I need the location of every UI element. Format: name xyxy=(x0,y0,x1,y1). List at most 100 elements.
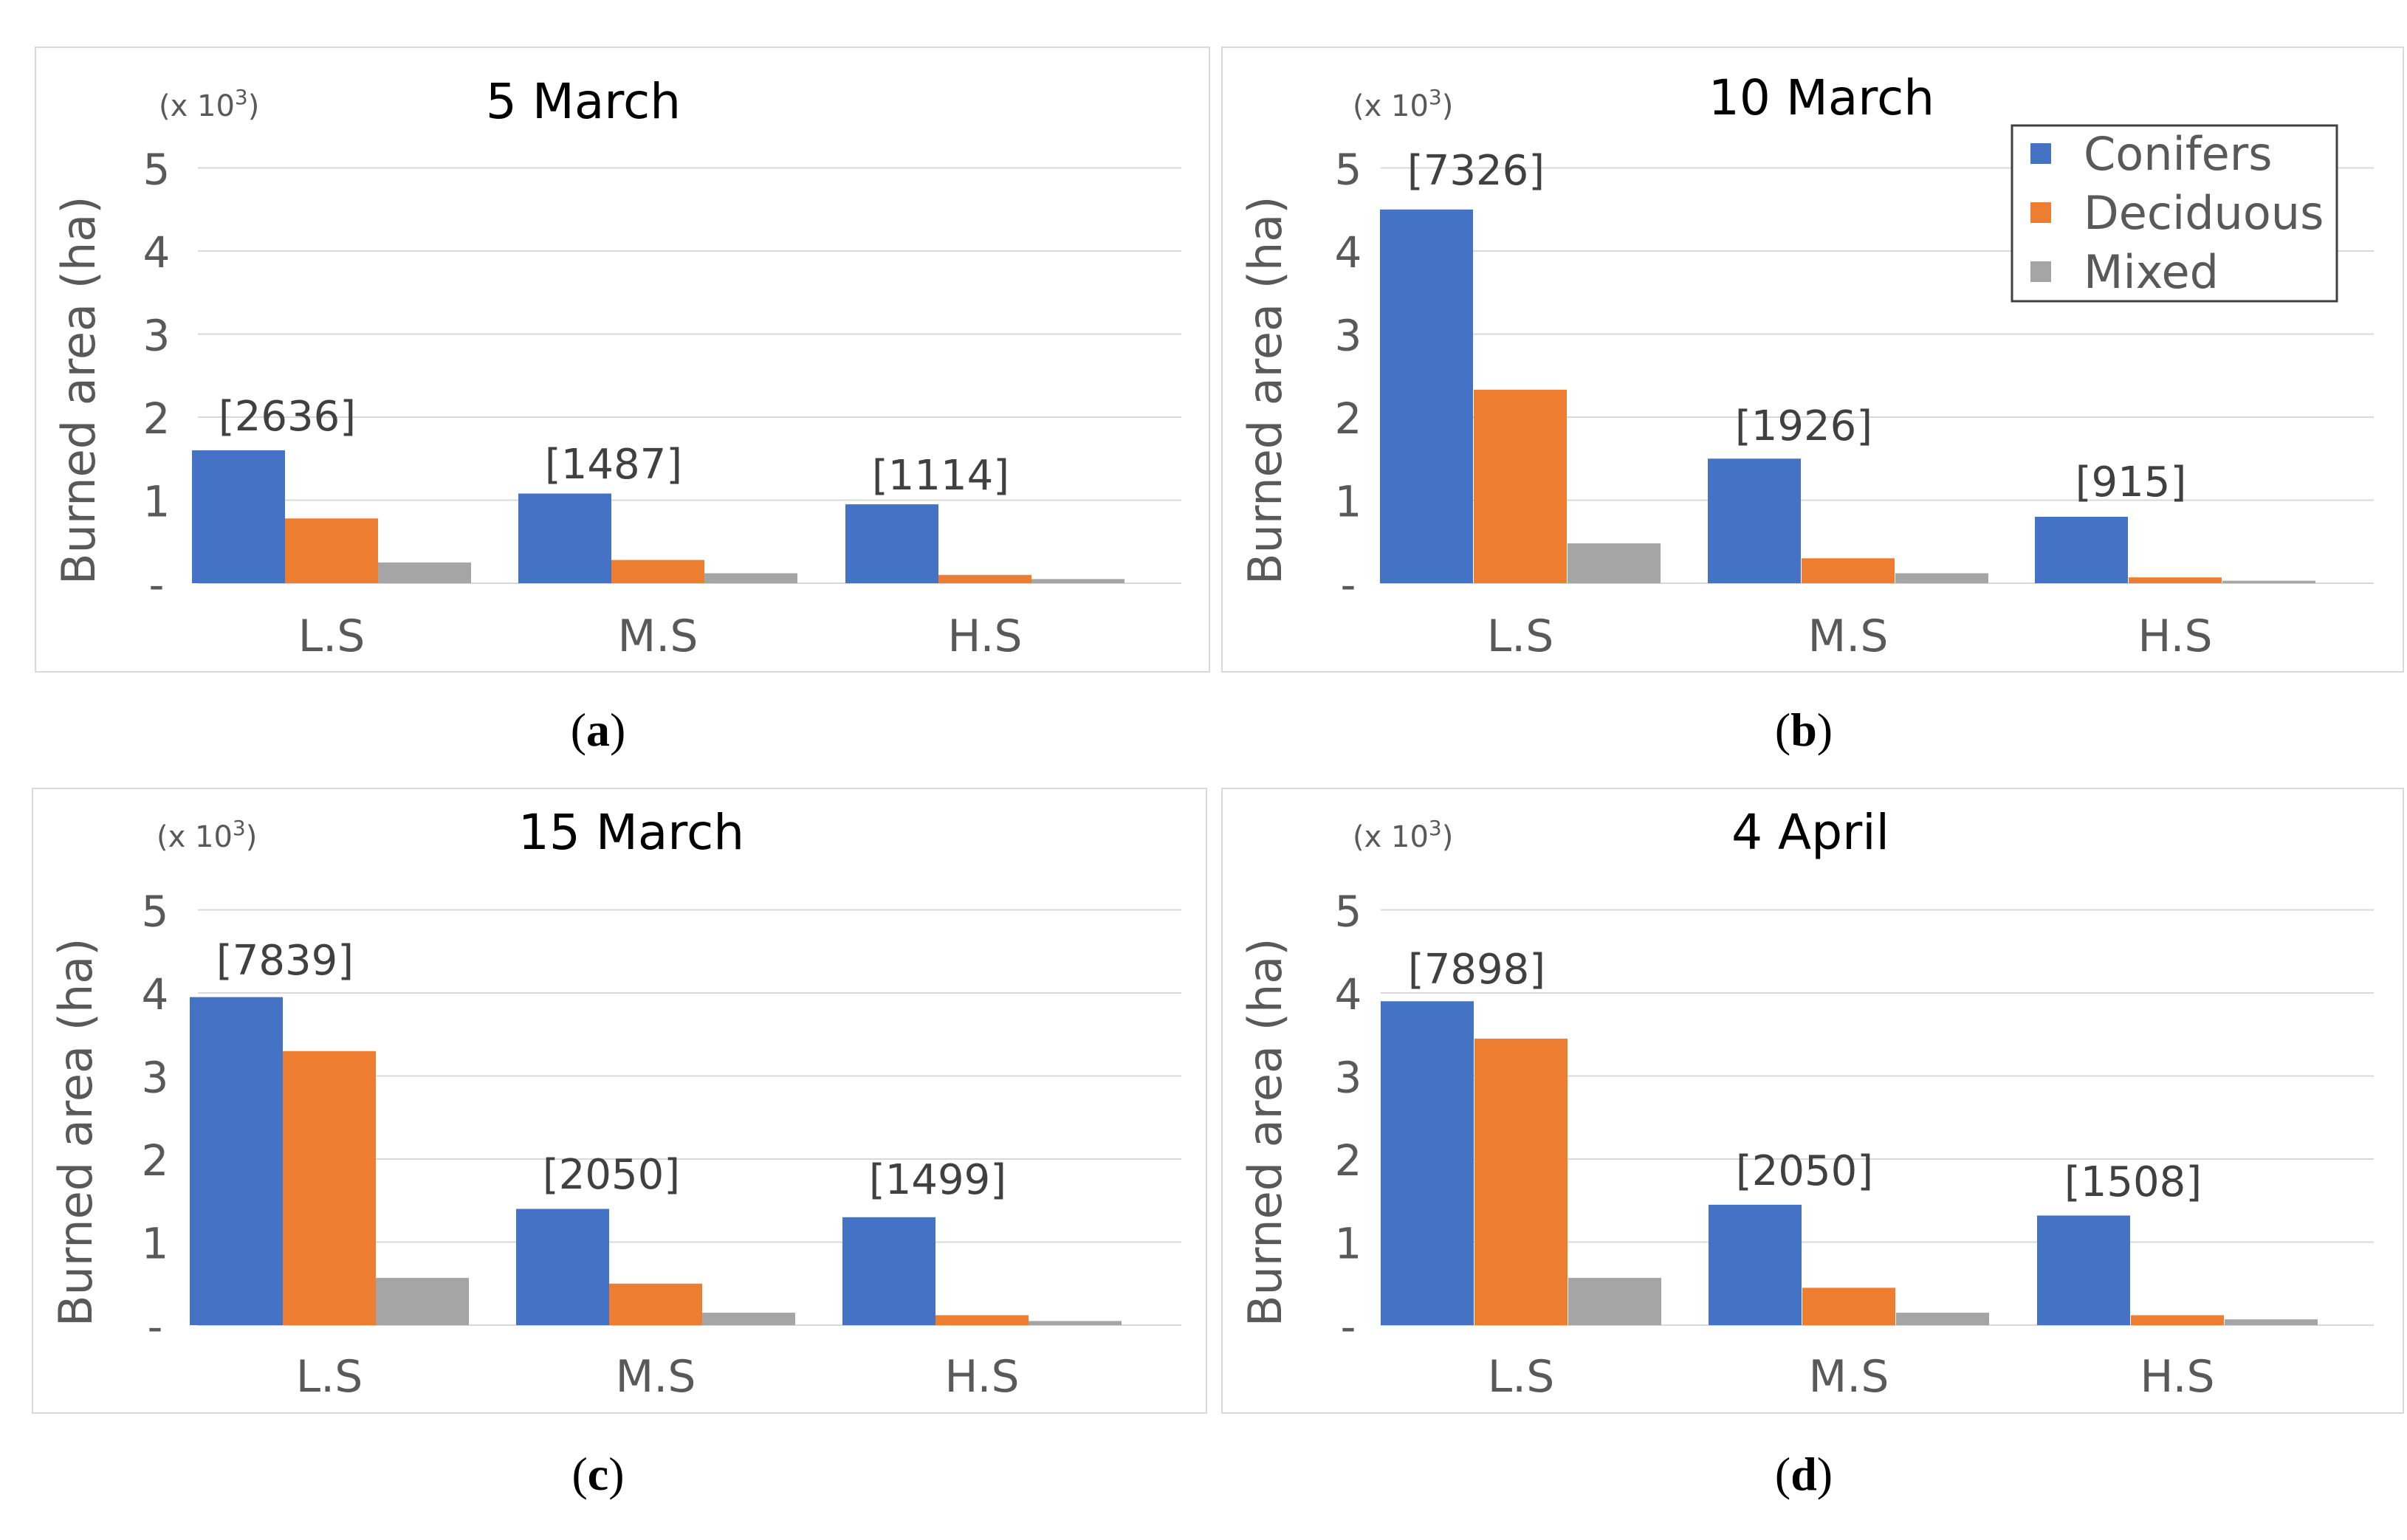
x-category-label: H.S xyxy=(944,1351,1019,1403)
bar-deciduous-ls xyxy=(283,1051,376,1325)
bar-deciduous-ls xyxy=(285,518,378,583)
bar-mixed-hs xyxy=(1029,1321,1122,1325)
chart-title: 15 March xyxy=(518,804,744,861)
total-annotation: [1926] xyxy=(1735,402,1872,450)
caption-letter: b xyxy=(1790,704,1817,756)
caption-open: ( xyxy=(1775,704,1790,756)
x-category-label: M.S xyxy=(1808,611,1889,662)
unit-note: (x 103) xyxy=(1353,85,1453,123)
legend-label-mixed: Mixed xyxy=(2084,245,2219,299)
bar-deciduous-hs xyxy=(938,574,1031,583)
caption-open: ( xyxy=(571,704,586,756)
x-category-label: M.S xyxy=(618,611,698,662)
unit-note-base: (x 10 xyxy=(159,89,235,123)
y-tick-label: - xyxy=(149,560,165,610)
chart-title: 10 March xyxy=(1709,69,1934,126)
unit-note-exponent: 3 xyxy=(233,816,246,840)
panel-caption: (a) xyxy=(571,704,626,756)
y-tick-label: 3 xyxy=(142,1053,169,1103)
unit-note-close: ) xyxy=(1442,820,1454,854)
caption-close: ) xyxy=(1817,1448,1833,1500)
legend-swatch-conifers xyxy=(2030,143,2051,164)
y-tick-label: 3 xyxy=(1335,1053,1362,1103)
bar-deciduous-hs xyxy=(2131,1315,2224,1325)
bar-conifers-ls xyxy=(192,450,285,583)
unit-note-base: (x 10 xyxy=(157,820,233,854)
caption-letter: d xyxy=(1790,1448,1817,1500)
panel-caption: (d) xyxy=(1775,1448,1833,1500)
unit-note-exponent: 3 xyxy=(235,85,248,109)
y-axis-label: Burned area (ha) xyxy=(52,196,106,585)
bar-conifers-ms xyxy=(1709,1204,1802,1325)
total-annotation: [2050] xyxy=(1736,1147,1873,1195)
caption-open: ( xyxy=(1775,1448,1790,1500)
bar-deciduous-ms xyxy=(611,560,704,583)
chart-title: 4 April xyxy=(1731,804,1889,861)
unit-note-close: ) xyxy=(248,89,260,123)
bar-mixed-ls xyxy=(1568,543,1661,583)
y-tick-label: 1 xyxy=(143,477,171,527)
legend-label-deciduous: Deciduous xyxy=(2084,186,2324,240)
caption-open: ( xyxy=(571,1448,587,1500)
total-annotation: [2050] xyxy=(543,1151,680,1199)
bar-mixed-ls xyxy=(376,1277,469,1325)
bar-deciduous-hs xyxy=(935,1315,1029,1325)
bar-mixed-ls xyxy=(1568,1277,1661,1325)
total-annotation: [915] xyxy=(2075,458,2187,506)
y-tick-label: 5 xyxy=(1335,887,1362,937)
legend-swatch-mixed xyxy=(2030,261,2051,282)
bar-conifers-ms xyxy=(516,1209,609,1325)
bar-mixed-ms xyxy=(702,1313,795,1325)
x-category-label: L.S xyxy=(1487,611,1554,662)
x-category-label: H.S xyxy=(947,611,1022,662)
y-tick-label: 4 xyxy=(1335,227,1362,278)
bar-conifers-hs xyxy=(2037,1215,2130,1325)
unit-note-exponent: 3 xyxy=(1429,816,1442,840)
bar-conifers-hs xyxy=(2035,517,2128,583)
total-annotation: [7839] xyxy=(216,937,354,985)
chart-title: 5 March xyxy=(486,73,681,130)
bar-deciduous-ls xyxy=(1474,389,1567,583)
unit-note-close: ) xyxy=(1442,89,1454,123)
caption-close: ) xyxy=(610,704,625,756)
total-annotation: [1114] xyxy=(872,452,1009,500)
bar-deciduous-ms xyxy=(1802,1288,1895,1325)
legend-frame xyxy=(2011,124,2338,303)
panel-caption: (b) xyxy=(1775,704,1833,756)
y-tick-label: 3 xyxy=(143,311,171,361)
unit-note-base: (x 10 xyxy=(1353,820,1429,854)
y-axis-label: Burned area (ha) xyxy=(1238,938,1292,1327)
bar-conifers-ls xyxy=(1380,209,1473,583)
x-category-label: M.S xyxy=(1809,1351,1889,1403)
y-tick-label: 4 xyxy=(142,969,169,1020)
y-tick-label: 1 xyxy=(142,1219,169,1269)
y-axis-label: Burned area (ha) xyxy=(1238,196,1292,585)
bar-mixed-ls xyxy=(378,562,471,583)
legend-swatch-deciduous xyxy=(2030,202,2051,223)
y-tick-label: 2 xyxy=(1335,1135,1362,1186)
bar-mixed-hs xyxy=(2222,580,2315,583)
caption-letter: a xyxy=(586,704,610,756)
x-category-label: L.S xyxy=(1488,1351,1555,1403)
y-tick-label: 2 xyxy=(143,393,171,444)
bar-mixed-ms xyxy=(1895,573,1988,583)
x-category-label: L.S xyxy=(296,1351,363,1403)
unit-note: (x 103) xyxy=(159,85,259,123)
caption-close: ) xyxy=(1817,704,1833,756)
y-tick-label: 1 xyxy=(1335,477,1362,527)
y-tick-label: 5 xyxy=(143,145,171,195)
bar-deciduous-ls xyxy=(1474,1038,1568,1325)
unit-note-base: (x 10 xyxy=(1353,89,1429,123)
bar-mixed-ms xyxy=(1896,1313,1989,1325)
unit-note: (x 103) xyxy=(157,816,257,854)
y-tick-label: 4 xyxy=(1335,969,1362,1020)
y-tick-label: - xyxy=(1341,560,1356,610)
total-annotation: [7898] xyxy=(1408,946,1545,994)
y-tick-label: 1 xyxy=(1335,1219,1362,1269)
total-annotation: [1499] xyxy=(869,1156,1006,1204)
y-tick-label: 5 xyxy=(142,887,169,937)
